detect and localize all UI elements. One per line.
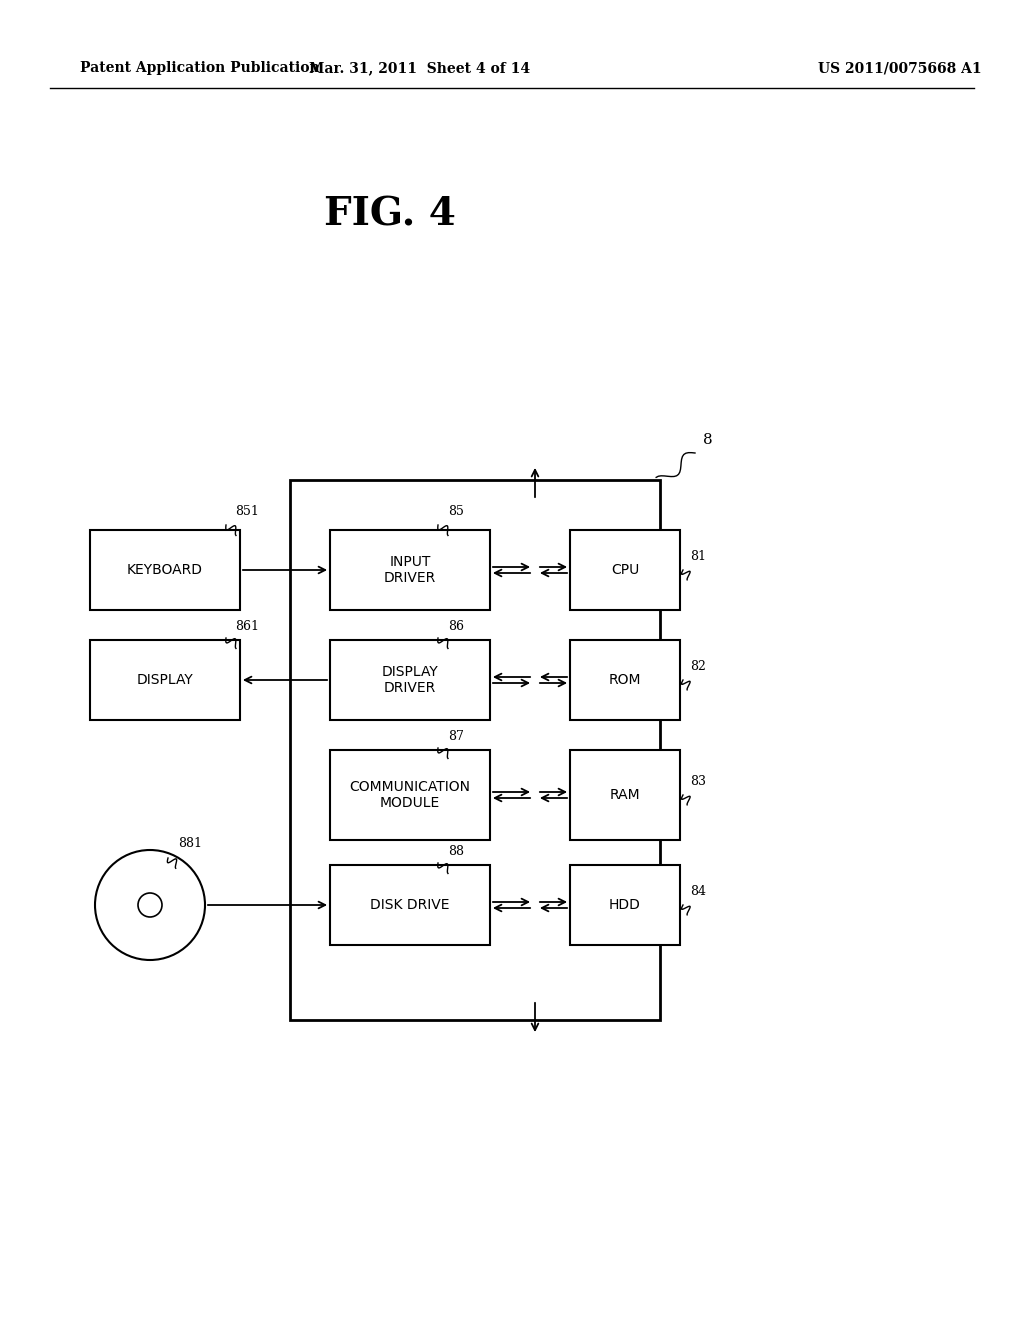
Text: HDD: HDD [609,898,641,912]
Bar [570,750,680,840]
Text: INPUT
DRIVER: INPUT DRIVER [384,554,436,585]
Text: 88: 88 [449,845,464,858]
Text: 81: 81 [690,550,706,564]
Text: 86: 86 [449,620,464,634]
Text: 881: 881 [178,837,202,850]
Bar [570,531,680,610]
Text: DISPLAY
DRIVER: DISPLAY DRIVER [382,665,438,696]
Text: COMMUNICATION
MODULE: COMMUNICATION MODULE [349,780,470,810]
Circle shape [138,894,162,917]
Bar [570,640,680,719]
Text: 84: 84 [690,884,706,898]
Text: DISPLAY: DISPLAY [136,673,194,686]
Text: DISK DRIVE: DISK DRIVE [371,898,450,912]
Text: 861: 861 [234,620,259,634]
Circle shape [95,850,205,960]
Text: 83: 83 [690,775,706,788]
Text: 82: 82 [690,660,706,673]
Text: 8: 8 [703,433,713,447]
Bar [330,750,490,840]
Bar [90,640,240,719]
Text: 87: 87 [449,730,464,743]
Bar [570,865,680,945]
Bar [330,640,490,719]
Text: 85: 85 [449,506,464,517]
Text: 851: 851 [234,506,259,517]
Text: ROM: ROM [608,673,641,686]
Text: Patent Application Publication: Patent Application Publication [80,61,319,75]
Text: FIG. 4: FIG. 4 [324,195,456,234]
Bar [90,531,240,610]
Bar [290,480,660,1020]
Text: Mar. 31, 2011  Sheet 4 of 14: Mar. 31, 2011 Sheet 4 of 14 [309,61,530,75]
Text: KEYBOARD: KEYBOARD [127,564,203,577]
Bar [330,531,490,610]
Text: CPU: CPU [611,564,639,577]
Bar [330,865,490,945]
Text: US 2011/0075668 A1: US 2011/0075668 A1 [818,61,982,75]
Text: RAM: RAM [609,788,640,803]
